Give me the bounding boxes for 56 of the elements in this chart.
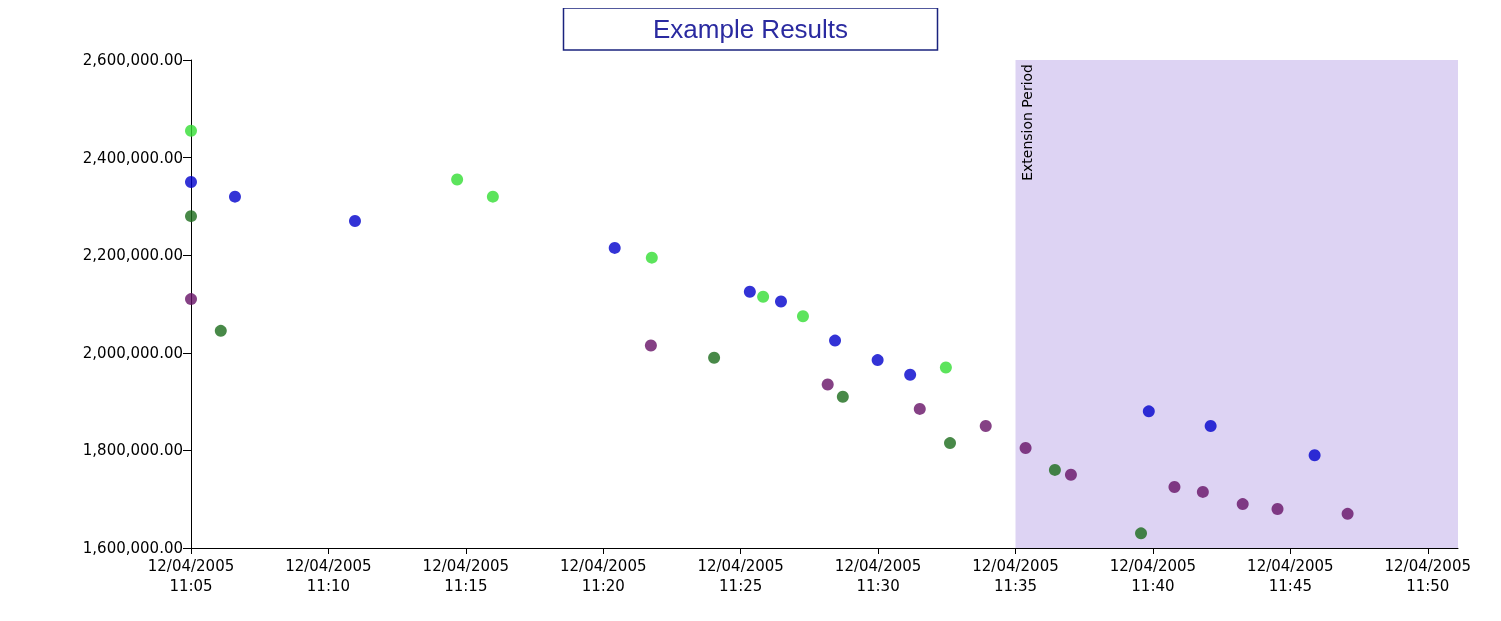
point [757, 290, 770, 303]
point [708, 351, 721, 364]
x-tick-label: 12/04/2005 11:35 [972, 557, 1059, 595]
point [644, 339, 657, 352]
point [185, 210, 197, 223]
point [1308, 449, 1321, 462]
x-tick-label: 12/04/2005 11:50 [1384, 557, 1471, 595]
point [1048, 463, 1061, 476]
point [1196, 485, 1209, 498]
point [1204, 420, 1217, 432]
point [979, 420, 992, 432]
point [1064, 468, 1077, 481]
point [214, 324, 227, 337]
point [185, 293, 197, 306]
point [645, 251, 658, 264]
x-tick-label: 12/04/2005 11:20 [560, 557, 647, 595]
point [871, 354, 884, 367]
point [743, 285, 756, 298]
x-tick-label: 12/04/2005 11:40 [1109, 557, 1197, 595]
point [1236, 498, 1249, 511]
point [913, 402, 926, 415]
point [185, 176, 197, 188]
point [821, 378, 834, 391]
point [939, 361, 952, 374]
point [486, 190, 499, 203]
point [1019, 441, 1032, 454]
y-tick-label: 1,600,000.00 [82, 539, 183, 557]
point [944, 437, 957, 450]
x-tick-label: 12/04/2005 11:25 [697, 557, 784, 595]
point [1341, 507, 1354, 520]
point [1271, 502, 1284, 515]
x-tick-label: 12/04/2005 11:45 [1247, 557, 1334, 595]
x-tick-label: 12/04/2005 11:15 [422, 557, 510, 595]
y-tick-label: 2,200,000.00 [82, 246, 183, 265]
point [775, 295, 787, 308]
point [228, 190, 241, 203]
chart-title: Example Results [652, 14, 849, 44]
point [796, 310, 809, 323]
point [904, 368, 917, 381]
point [1135, 527, 1148, 540]
point [185, 124, 197, 137]
point [349, 215, 361, 228]
point [836, 390, 849, 403]
point [608, 241, 621, 254]
y-tick-label: 1,800,000.00 [82, 441, 183, 460]
x-tick-label: 12/04/2005 11:30 [834, 557, 922, 595]
point [1168, 481, 1181, 493]
y-tick-label: 2,000,000.00 [82, 343, 183, 362]
y-tick-label: 2,400,000.00 [82, 148, 183, 167]
point [451, 173, 464, 186]
point [829, 334, 842, 347]
x-tick-label: 12/04/2005 11:10 [285, 557, 372, 595]
x-tick-label: 12/04/2005 11:05 [147, 557, 235, 595]
y-tick-label: 2,600,000.00 [82, 51, 183, 69]
point [1142, 405, 1155, 418]
band-label: Extension Period [1018, 64, 1035, 181]
